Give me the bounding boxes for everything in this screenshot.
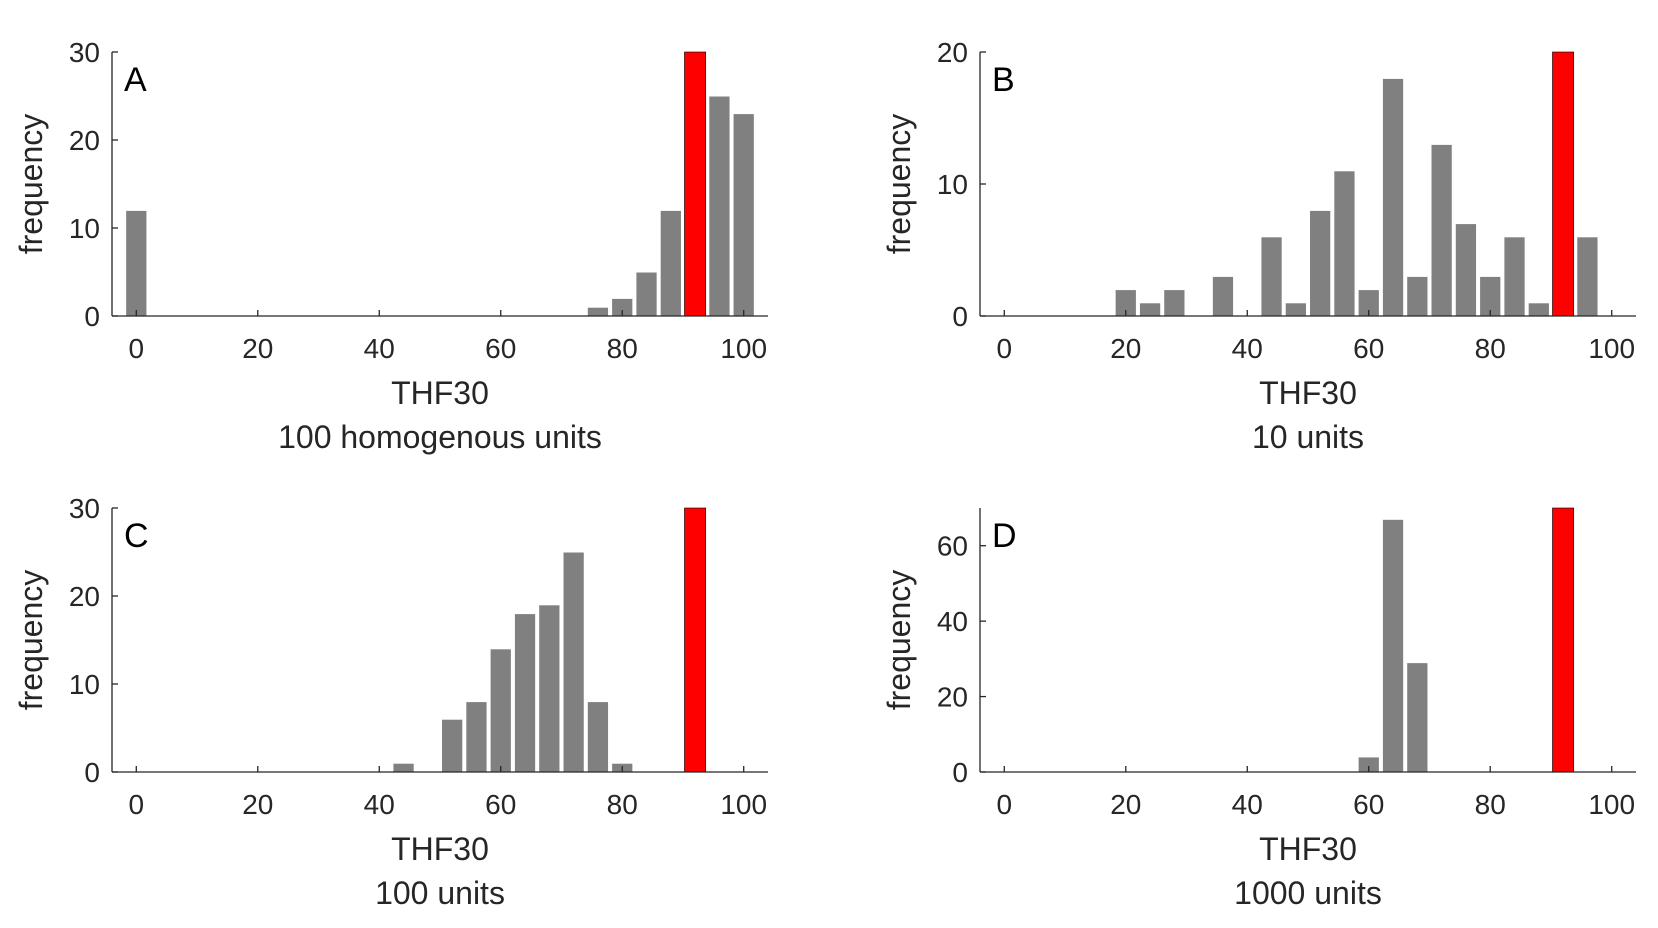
panel-c: 0 20 40 60 80 100 0 10 20 30 C THF30 100 units freque… [13,493,768,911]
highlight-bar [1552,507,1575,773]
y-axis-label: frequency [13,570,49,711]
y-tick-label: 0 [84,301,100,332]
y-tick-label: 60 [937,531,968,562]
panel-b: 0 20 40 60 80 100 0 10 20 B THF30 10 units frequency [881,37,1636,455]
y-tick-label: 30 [69,37,100,68]
panel-subtitle: 100 units [375,875,505,911]
x-tick-label: 40 [1232,333,1263,364]
x-axis-label: THF30 [391,375,489,411]
bar [1430,143,1453,317]
y-tick-label: 30 [69,493,100,524]
highlight-bar [684,51,707,317]
bar [1454,223,1478,317]
y-tick-label: 10 [69,213,100,244]
bar [562,551,585,773]
panel-subtitle: 1000 units [1234,875,1382,911]
bar [659,209,682,317]
bar [465,701,488,773]
bar [1527,302,1550,317]
y-tick-label: 40 [937,606,968,637]
x-tick-label: 60 [1353,789,1384,820]
x-tick-label: 0 [997,789,1013,820]
bar [1406,275,1429,317]
bar [1381,77,1405,317]
x-tick-label: 100 [720,789,767,820]
panel-letter: B [992,61,1015,99]
x-tick-label: 100 [720,333,767,364]
bar [586,306,610,317]
y-tick-label: 0 [952,757,968,788]
bar [1333,170,1356,317]
x-axis-label: THF30 [1259,831,1357,867]
y-axis-label: frequency [881,114,917,255]
panel-letter: A [124,61,147,99]
x-tick-label: 60 [485,789,516,820]
x-tick-label: 0 [129,789,145,820]
x-tick-label: 20 [242,333,273,364]
bar [732,113,755,317]
y-tick-label: 10 [937,169,968,200]
panel-subtitle: 10 units [1252,419,1364,455]
bar [1163,289,1186,317]
bar [1576,236,1599,317]
y-tick-label: 0 [952,301,968,332]
bar [1260,236,1283,317]
x-tick-label: 0 [129,333,145,364]
bar [635,271,658,317]
x-tick-label: 20 [1110,789,1141,820]
y-tick-label: 20 [937,37,968,68]
bar [489,648,512,773]
highlight-bar [1552,51,1575,317]
highlight-bar [684,507,707,773]
x-tick-label: 80 [1475,789,1506,820]
x-tick-label: 60 [485,333,516,364]
bar [1406,662,1429,773]
x-tick-label: 40 [364,789,395,820]
bar [538,604,561,773]
x-axis-label: THF30 [391,831,489,867]
x-tick-label: 100 [1588,789,1635,820]
bar [441,718,464,773]
x-tick-label: 80 [607,789,638,820]
bar [1211,275,1235,317]
bar [586,701,610,773]
x-tick-label: 60 [1353,333,1384,364]
bar [1381,518,1405,773]
panel-d: 0 20 40 60 80 100 0 20 40 60 D THF30 1000 units frequ… [881,507,1636,911]
panel-subtitle: 100 homogenous units [278,419,602,455]
x-tick-label: 40 [1232,789,1263,820]
bar [1138,302,1162,317]
y-tick-label: 10 [69,669,100,700]
bar [1309,209,1332,317]
bar [1503,236,1526,317]
x-axis-label: THF30 [1259,375,1357,411]
x-tick-label: 80 [607,333,638,364]
y-axis-label: frequency [13,114,49,255]
panel-letter: C [124,517,149,555]
y-tick-label: 0 [84,757,100,788]
bar [392,762,415,773]
panel-a: 0 20 40 60 80 100 0 10 20 30 A THF30 100 homogenous … [13,37,768,455]
x-tick-label: 100 [1588,333,1635,364]
y-tick-label: 20 [937,682,968,713]
bar [513,613,537,773]
y-tick-label: 20 [69,125,100,156]
x-tick-label: 80 [1475,333,1506,364]
panel-letter: D [992,517,1017,555]
bar [708,95,731,317]
y-axis-label: frequency [881,570,917,711]
x-tick-label: 20 [242,789,273,820]
x-tick-label: 20 [1110,333,1141,364]
bar [125,209,148,317]
bar [1284,302,1307,317]
y-tick-label: 20 [69,581,100,612]
x-tick-label: 0 [997,333,1013,364]
x-tick-label: 40 [364,333,395,364]
